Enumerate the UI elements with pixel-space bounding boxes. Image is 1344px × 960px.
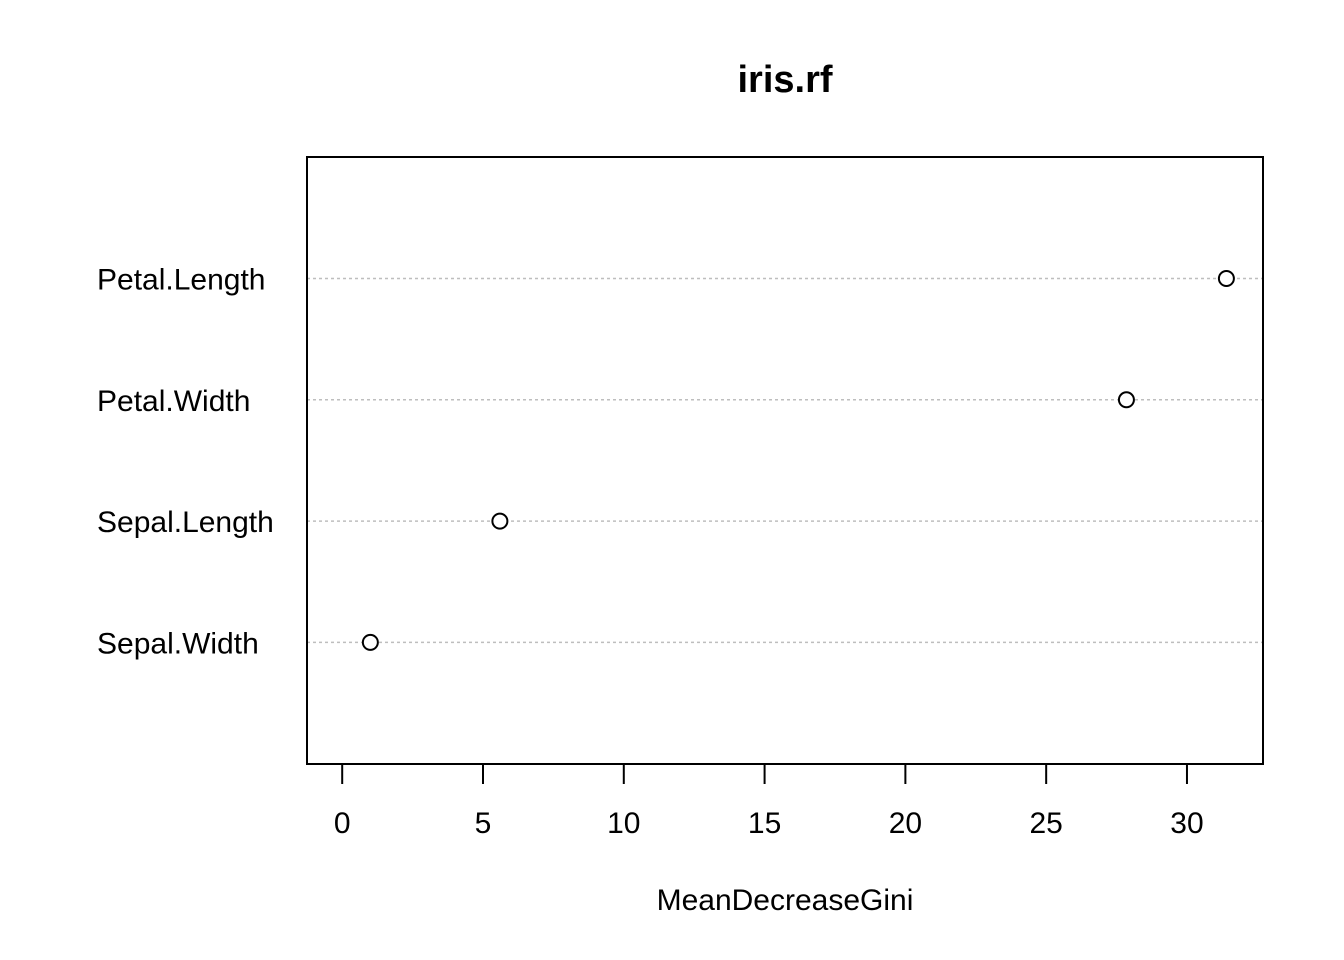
x-axis: 0 5 10 15 20 25 30 (334, 763, 1204, 840)
x-tick-label: 15 (748, 807, 781, 840)
data-points (361, 270, 1235, 651)
plot-frame (306, 156, 1264, 765)
category-labels: Petal.Length Petal.Width Sepal.Length Sepal… (97, 264, 274, 661)
data-point (1117, 391, 1135, 409)
chart-title: iris.rf (737, 59, 832, 101)
data-point (361, 633, 379, 651)
data-point (1217, 270, 1235, 287)
x-axis-label: MeanDecreaseGini (657, 884, 914, 917)
category-label: Petal.Width (97, 385, 250, 418)
data-point (491, 512, 509, 530)
category-label: Petal.Length (97, 264, 265, 297)
category-label: Sepal.Width (97, 627, 259, 660)
category-label: Sepal.Length (97, 506, 274, 539)
x-tick-label: 25 (1029, 807, 1062, 840)
x-tick-label: 20 (889, 807, 922, 840)
x-tick-label: 0 (334, 807, 351, 840)
x-tick-label: 10 (607, 807, 640, 840)
x-tick-label: 5 (475, 807, 492, 840)
guide-lines (307, 277, 1263, 644)
x-tick-label: 30 (1170, 807, 1203, 840)
